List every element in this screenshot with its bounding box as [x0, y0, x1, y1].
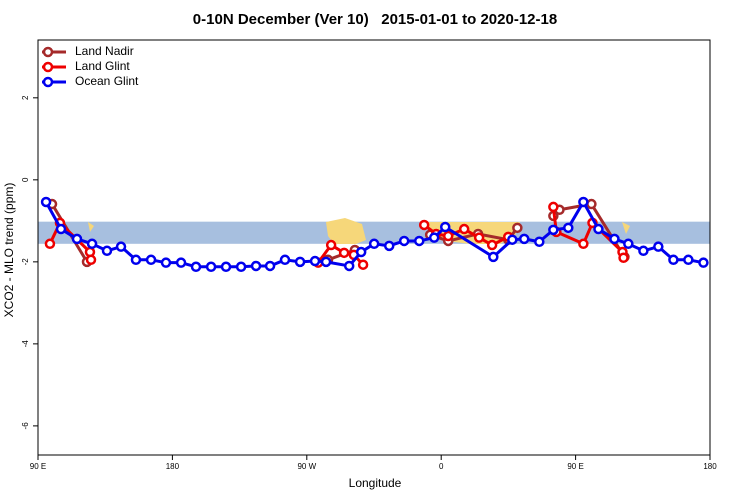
point — [488, 251, 499, 263]
point — [160, 257, 172, 268]
point — [279, 254, 291, 266]
x-tick-label: 90 E — [567, 462, 583, 471]
point — [507, 234, 518, 245]
x-tick-label: 180 — [703, 462, 717, 471]
point — [683, 254, 694, 266]
point — [320, 256, 332, 268]
point — [548, 224, 559, 236]
point — [357, 259, 369, 270]
point — [486, 239, 498, 251]
point — [115, 241, 127, 252]
point — [71, 233, 83, 245]
point — [534, 236, 545, 248]
x-tick-label: 180 — [166, 462, 180, 471]
point — [698, 257, 709, 268]
x-tick-label: 90 W — [297, 462, 316, 471]
point — [623, 238, 634, 250]
point — [325, 239, 337, 251]
point — [175, 257, 187, 268]
point — [442, 230, 454, 242]
chart-title: 0-10N December (Ver 10) 2015-01-01 to 20… — [193, 11, 557, 28]
point — [473, 232, 485, 243]
legend-marker — [42, 61, 54, 73]
point — [586, 198, 597, 210]
point — [40, 196, 52, 208]
point — [609, 233, 620, 245]
point — [578, 238, 589, 250]
point — [44, 238, 56, 250]
legend-label: Land Glint — [75, 59, 130, 73]
point — [383, 240, 395, 252]
point — [518, 233, 530, 245]
point — [413, 235, 425, 247]
y-tick-label: -4 — [21, 340, 30, 348]
point — [309, 255, 321, 267]
legend-label: Ocean Glint — [75, 74, 139, 88]
legend-label: Land Nadir — [75, 44, 134, 58]
point — [343, 260, 355, 272]
point — [101, 245, 113, 257]
x-tick-label: 90 E — [30, 462, 46, 471]
point — [55, 223, 67, 235]
y-axis-label: XCO2 - MLO trend (ppm) — [2, 183, 16, 318]
plot-frame — [37, 39, 711, 456]
point — [190, 261, 202, 273]
legend-marker — [42, 46, 54, 58]
point — [338, 247, 350, 259]
point — [578, 196, 589, 208]
x-tick-label: 0 — [439, 462, 444, 471]
point — [593, 223, 604, 235]
point — [618, 252, 629, 264]
point — [668, 254, 679, 266]
point — [205, 261, 217, 273]
point — [294, 256, 306, 268]
legend-marker — [42, 76, 54, 88]
point — [235, 261, 247, 273]
point — [428, 232, 440, 243]
y-tick-label: 2 — [21, 95, 30, 100]
x-axis-label: Longitude — [349, 476, 402, 490]
point — [653, 241, 664, 252]
y-tick-label: -6 — [21, 422, 30, 430]
point — [86, 238, 98, 250]
point — [220, 261, 232, 273]
point — [512, 222, 523, 234]
point — [145, 254, 157, 266]
point — [355, 246, 367, 258]
y-tick-label: -2 — [21, 258, 30, 266]
point — [548, 201, 559, 213]
point — [563, 222, 574, 234]
point — [250, 260, 262, 272]
point — [458, 223, 470, 235]
point — [398, 235, 410, 247]
point — [264, 260, 276, 272]
point — [85, 254, 97, 266]
point — [130, 254, 142, 266]
y-tick-label: 0 — [21, 177, 30, 182]
point — [368, 238, 380, 250]
point — [638, 245, 649, 257]
point — [418, 219, 430, 231]
point — [439, 221, 451, 233]
